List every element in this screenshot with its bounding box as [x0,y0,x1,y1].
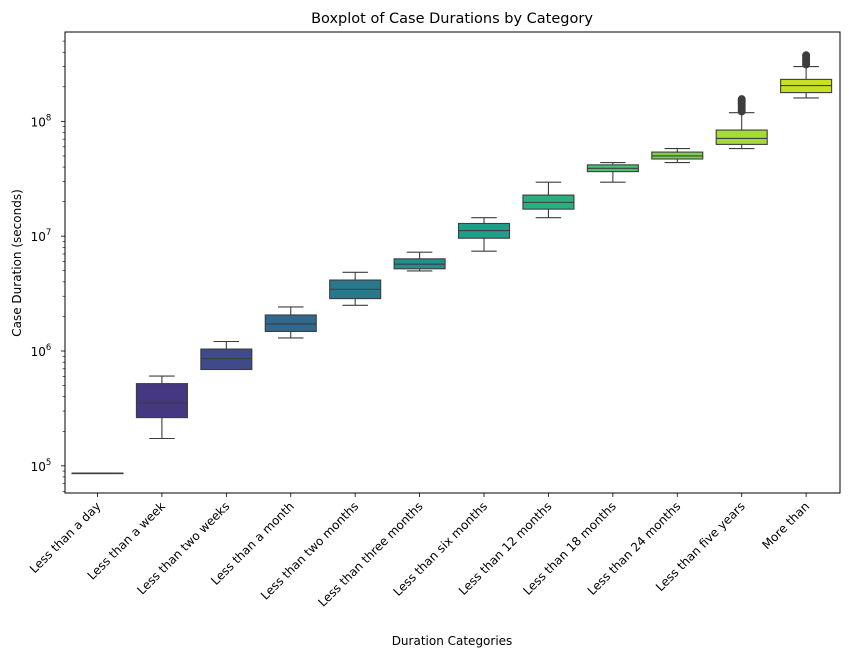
y-tick-label: 106 [31,343,52,359]
box-iqr [200,348,253,371]
box-iqr [135,383,188,419]
y-tick-label: 105 [31,458,52,474]
box-group [715,95,768,150]
box-group [457,217,511,252]
x-axis-label: Duration Categories [392,634,513,648]
outlier-point [802,51,811,60]
box-group [200,340,253,371]
box-group [586,161,639,183]
box-iqr [715,129,768,145]
box-group [135,375,188,440]
box-group [393,251,446,272]
y-tick-label: 107 [31,228,52,244]
box-group [329,271,382,306]
box-group [71,472,124,475]
y-axis-label: Case Duration (seconds) [10,189,24,337]
box-group [264,306,317,339]
outlier-point [737,95,746,104]
plot-area-frame [64,31,841,494]
box-iqr [264,314,317,333]
chart-title: Boxplot of Case Durations by Category [311,11,593,27]
y-axis: 105 106 107 108 [31,40,65,492]
boxes-layer [71,51,833,475]
box-group [780,51,833,99]
y-tick-label: 108 [31,113,52,129]
box-group [522,181,575,219]
box-group [651,147,704,164]
